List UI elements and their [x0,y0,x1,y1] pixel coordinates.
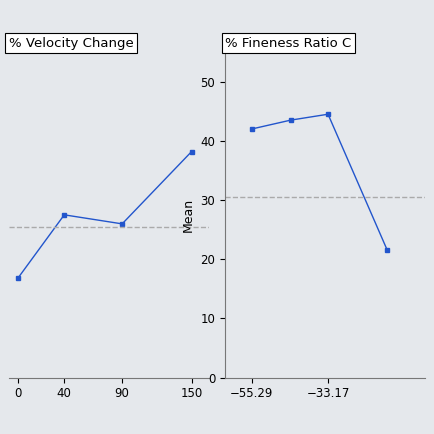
Text: % Fineness Ratio C: % Fineness Ratio C [225,36,351,49]
Text: % Velocity Change: % Velocity Change [9,36,133,49]
Y-axis label: Mean: Mean [182,198,195,232]
